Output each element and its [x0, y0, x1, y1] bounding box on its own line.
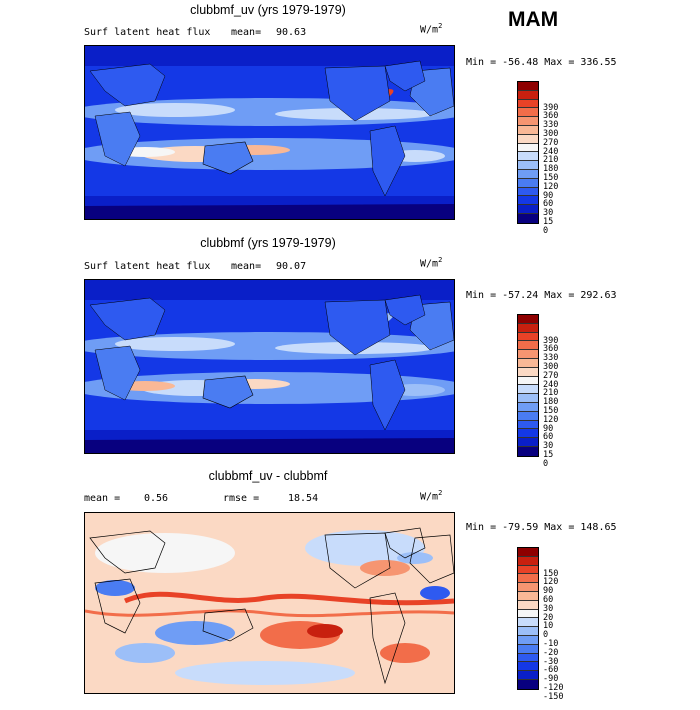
panel2-title: clubbmf (yrs 1979-1979) [200, 236, 336, 250]
panel2-minmax: Min = -57.24 Max = 292.63 [466, 290, 617, 301]
panel2-field-label: Surf latent heat flux [84, 261, 211, 272]
panel2-units: W/m2 [420, 256, 443, 270]
panel3-colorbar [517, 547, 539, 690]
panel3-minmax: Min = -79.59 Max = 148.65 [466, 522, 617, 533]
panel1-map-svg [85, 46, 454, 219]
panel1-map [84, 45, 455, 220]
panel1-mean-label: mean= [231, 27, 262, 38]
panel3-mean-label: mean = [84, 493, 121, 504]
panel1-title: clubbmf_uv (yrs 1979-1979) [190, 3, 346, 17]
panel2-colorbar-labels: 390 360 330 300 270 240 210 180 150 120 90 60 30 15 0 [543, 335, 559, 469]
panel3-map-svg [85, 513, 454, 693]
panel3-rmse-value: 18.54 [288, 493, 319, 504]
panel2-map [84, 279, 455, 454]
panel1-minmax: Min = -56.48 Max = 336.55 [466, 57, 617, 68]
panel1-mean-value: 90.63 [276, 27, 307, 38]
panel3-map [84, 512, 455, 694]
panel1-units: W/m2 [420, 22, 443, 36]
panel3-units: W/m2 [420, 489, 443, 503]
panel2-map-svg [85, 280, 454, 453]
season-label: MAM [508, 8, 559, 31]
panel3-colorbar-labels: 150 120 90 60 30 20 10 0 -10 -20 -30 -60 -90 -120 -150 [543, 568, 564, 702]
panel2-mean-value: 90.07 [276, 261, 307, 272]
panel1-field-label: Surf latent heat flux [84, 27, 211, 38]
panel1-colorbar-labels: 390 360 330 300 270 240 210 180 150 120 90 60 30 15 0 [543, 102, 559, 236]
panel2-colorbar [517, 314, 539, 457]
panel3-title: clubbmf_uv - clubbmf [208, 469, 328, 483]
panel2-mean-label: mean= [231, 261, 262, 272]
panel1-colorbar [517, 81, 539, 224]
panel3-rmse-label: rmse = [223, 493, 260, 504]
panel3-mean-value: 0.56 [144, 493, 169, 504]
